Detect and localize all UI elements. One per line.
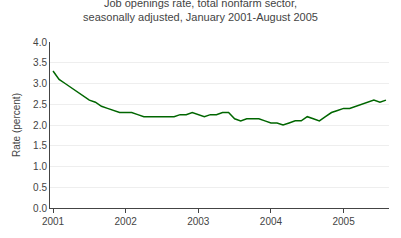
svg-text:1.5: 1.5 — [33, 140, 47, 151]
svg-text:0.0: 0.0 — [33, 203, 47, 214]
svg-text:0.5: 0.5 — [33, 182, 47, 193]
svg-text:2004: 2004 — [260, 216, 283, 227]
svg-text:2.0: 2.0 — [33, 120, 47, 131]
svg-text:2003: 2003 — [187, 216, 210, 227]
svg-text:2005: 2005 — [332, 216, 355, 227]
svg-text:2002: 2002 — [115, 216, 138, 227]
svg-text:Rate (percent): Rate (percent) — [11, 93, 22, 157]
svg-text:2001: 2001 — [42, 216, 65, 227]
svg-text:2.5: 2.5 — [33, 99, 47, 110]
svg-text:Job openings rate, total nonfa: Job openings rate, total nonfarm sector,… — [83, 0, 318, 23]
svg-text:4.0: 4.0 — [33, 37, 47, 48]
svg-text:3.0: 3.0 — [33, 78, 47, 89]
svg-text:1.0: 1.0 — [33, 161, 47, 172]
svg-text:3.5: 3.5 — [33, 57, 47, 68]
